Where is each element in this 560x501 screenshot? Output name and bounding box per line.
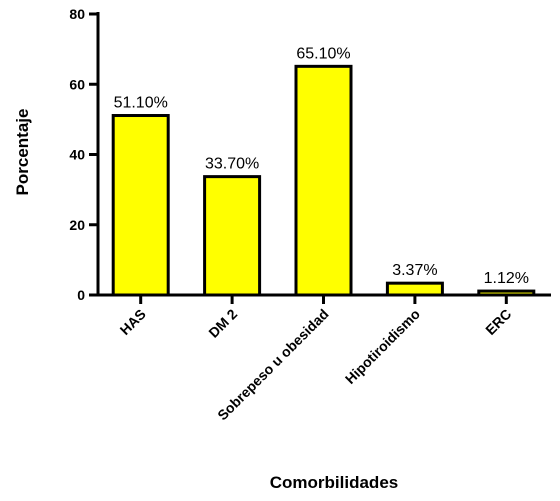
- data-labels: 51.10% 33.70% 65.10% 3.37% 1.12%: [114, 45, 529, 287]
- y-tick-label: 0: [77, 287, 85, 303]
- y-tick-label: 80: [69, 6, 85, 22]
- y-axis-title: Porcentaje: [13, 109, 32, 196]
- data-label: 33.70%: [205, 156, 259, 173]
- x-tick-label: Hipotiroidismo: [342, 306, 423, 387]
- data-label: 65.10%: [296, 45, 350, 62]
- x-tick-label: DM 2: [205, 306, 240, 341]
- y-axis: 0 20 40 60 80: [69, 6, 100, 303]
- data-label: 51.10%: [114, 95, 168, 112]
- bar: [203, 175, 262, 297]
- x-tick-label: HAS: [117, 306, 149, 338]
- y-tick-label: 40: [69, 147, 85, 163]
- data-label: 1.12%: [484, 270, 529, 287]
- bar: [385, 281, 444, 297]
- y-tick-label: 60: [69, 76, 85, 92]
- y-tick-label: 20: [69, 217, 85, 233]
- bar: [294, 64, 353, 297]
- x-axis-title: Comorbilidades: [270, 473, 398, 492]
- data-label: 3.37%: [392, 262, 437, 279]
- x-tick-label: ERC: [482, 306, 514, 338]
- bar: [111, 114, 170, 297]
- bars: [111, 64, 536, 297]
